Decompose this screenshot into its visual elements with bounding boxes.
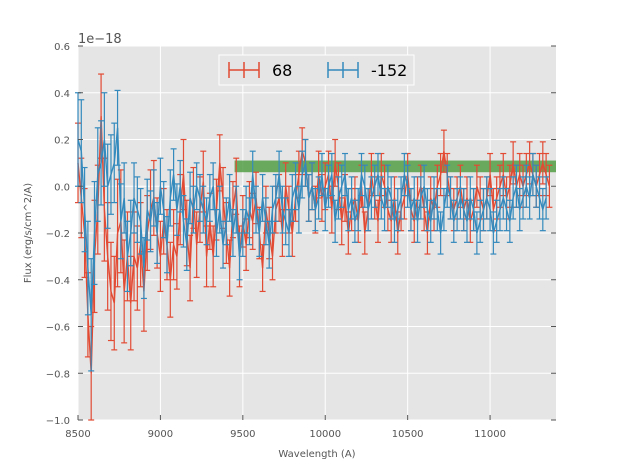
y-tick-label: −0.8 — [46, 369, 70, 380]
y-tick-label: −0.4 — [46, 276, 70, 287]
y-tick-label: 0.4 — [54, 89, 70, 100]
y-tick-label: 0.6 — [54, 42, 70, 53]
legend-entry-68: 68 — [228, 61, 292, 80]
y-tick-label: −1.0 — [46, 416, 70, 427]
legend-label-68: 68 — [272, 61, 292, 80]
legend: 68 -152 — [218, 54, 415, 86]
x-tick-label: 11000 — [474, 429, 506, 440]
highlight-band — [234, 160, 556, 173]
x-axis-label: Wavelength (A) — [278, 449, 355, 460]
x-tick-label: 9000 — [148, 429, 173, 440]
x-tick-label: 8500 — [65, 429, 90, 440]
series-line-1 — [77, 127, 547, 315]
offset-label: 1e−18 — [78, 32, 122, 47]
y-tick-label: 0.0 — [54, 182, 70, 193]
x-tick-label: 9500 — [230, 429, 255, 440]
y-tick-label: 0.2 — [54, 136, 70, 147]
legend-label-152: -152 — [371, 61, 407, 80]
y-tick-label: −0.6 — [46, 323, 70, 334]
x-tick-label: 10500 — [392, 429, 424, 440]
band-layer — [234, 160, 556, 173]
legend-entry-152: -152 — [327, 61, 407, 80]
y-tick-label: −0.2 — [46, 229, 70, 240]
tick-layer: 8500 9000 9500 10000 10500 11000 −1.0 −0.8 −0.6 −… — [46, 42, 556, 440]
y-axis-label: Flux (erg/s/cm^2/A) — [23, 183, 34, 283]
x-tick-label: 10000 — [309, 429, 341, 440]
